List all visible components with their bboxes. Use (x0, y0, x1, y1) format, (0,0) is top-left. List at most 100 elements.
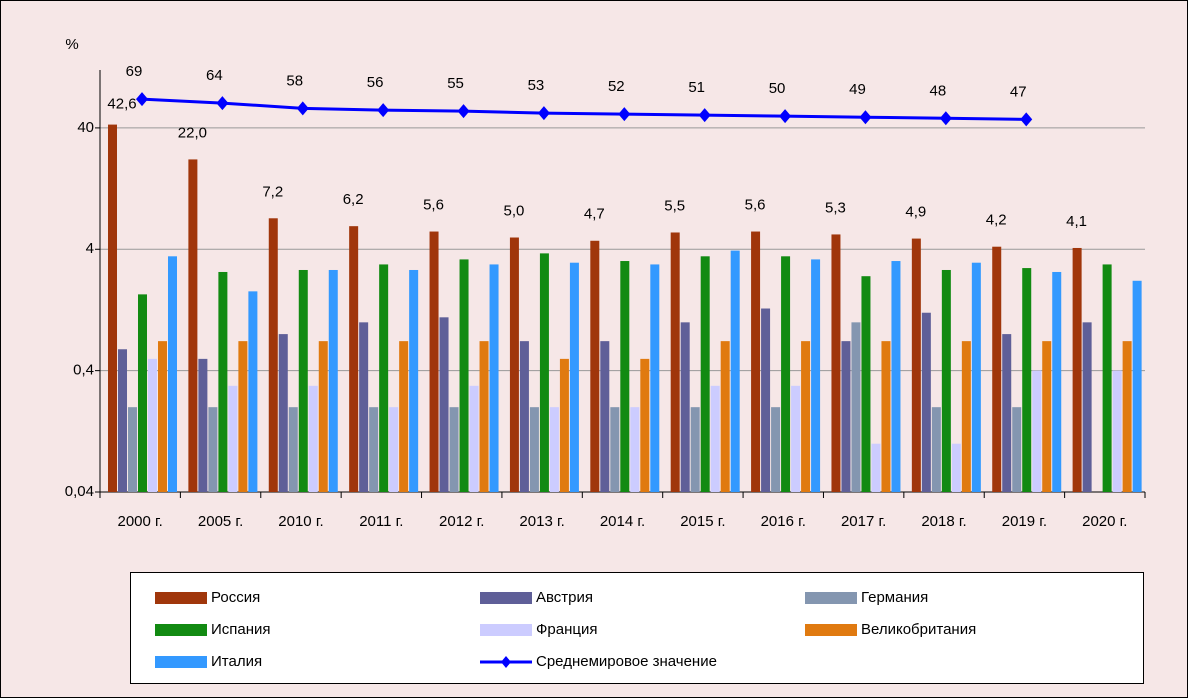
data-label: 58 (286, 72, 303, 89)
bar (771, 407, 781, 492)
bar (1102, 264, 1112, 492)
bar (228, 385, 238, 492)
bar (620, 261, 630, 492)
line-marker (136, 92, 148, 107)
data-label: 64 (206, 67, 223, 84)
line (141, 97, 1027, 121)
data-label: 50 (769, 80, 786, 97)
legend-label: Италия (211, 653, 262, 670)
data-label: 4,2 (986, 212, 1007, 229)
bar (811, 259, 821, 492)
data-label: 5,6 (423, 197, 444, 214)
x-tick-label: 2015 г. (680, 513, 725, 530)
bar (881, 341, 891, 492)
bar (379, 264, 389, 492)
legend-swatch (805, 592, 857, 604)
bar (549, 407, 559, 492)
legend-label: Великобритания (861, 621, 976, 638)
data-label: 42,6 (107, 96, 136, 113)
data-label: 5,6 (745, 197, 766, 214)
bar (1082, 322, 1092, 492)
bar (710, 385, 720, 492)
bar (108, 124, 117, 493)
bar (399, 341, 409, 492)
bar (670, 232, 680, 492)
x-tick-label: 2010 г. (278, 513, 323, 530)
bar (700, 256, 710, 492)
bar (941, 269, 951, 492)
bar (640, 358, 650, 492)
line-marker (698, 108, 711, 123)
bar (389, 407, 399, 492)
bar (489, 264, 499, 492)
y-tick-label: 0,04 (65, 483, 94, 500)
bar (1122, 341, 1132, 492)
line-marker (859, 110, 872, 125)
bar (961, 341, 971, 492)
y-tick-label: 40 (77, 119, 94, 136)
legend-swatch (480, 624, 532, 636)
bar (509, 237, 519, 492)
bar (851, 322, 861, 492)
x-tick-label: 2000 г. (118, 513, 163, 530)
line-marker (618, 107, 631, 122)
bar (208, 407, 218, 492)
x-tick-label: 2013 г. (519, 513, 564, 530)
bar (308, 385, 318, 492)
bar (871, 443, 881, 492)
bar (449, 407, 459, 492)
x-tick-label: 2019 г. (1002, 513, 1047, 530)
legend-swatch (501, 656, 511, 668)
legend-label: Россия (211, 589, 260, 606)
bar (931, 407, 941, 492)
bar (288, 407, 298, 492)
bar (861, 276, 871, 492)
line-marker (1020, 112, 1033, 127)
bar (218, 271, 228, 492)
bar (801, 341, 811, 492)
bar (1032, 370, 1042, 492)
bar (630, 407, 640, 492)
bar (1002, 334, 1012, 492)
bar (519, 341, 529, 492)
bar (158, 341, 167, 492)
data-label: 5,3 (825, 199, 846, 216)
bar (469, 385, 479, 492)
bar (318, 341, 328, 492)
bar (168, 256, 177, 492)
bar (680, 322, 690, 492)
x-tick-label: 2018 г. (921, 513, 966, 530)
x-tick-label: 2005 г. (198, 513, 243, 530)
legend-swatch (155, 656, 207, 668)
bar (992, 246, 1002, 492)
bar (730, 250, 740, 492)
data-label: 48 (930, 82, 947, 99)
bar (248, 291, 258, 492)
data-label: 22,0 (178, 124, 207, 141)
bar (720, 341, 730, 492)
data-label: 6,2 (343, 191, 364, 208)
data-label: 4,9 (905, 204, 926, 221)
bar (278, 334, 288, 492)
legend-label: Испания (211, 621, 271, 638)
data-label: 69 (126, 63, 143, 80)
bar (951, 443, 961, 492)
data-label: 5,0 (503, 202, 524, 219)
legend-swatch (155, 624, 207, 636)
bar (328, 269, 338, 492)
bar (971, 262, 981, 492)
bar (268, 218, 278, 493)
x-tick-label: 2017 г. (841, 513, 886, 530)
bar (539, 253, 549, 492)
bar (590, 240, 600, 492)
data-label: 52 (608, 78, 625, 95)
legend-swatch (805, 624, 857, 636)
bar (359, 322, 369, 492)
data-label: 53 (528, 77, 545, 94)
bar (650, 264, 660, 492)
data-label: 51 (688, 79, 705, 96)
bar (791, 385, 801, 492)
bar (911, 238, 921, 492)
legend-swatch (480, 592, 532, 604)
bar (569, 262, 579, 492)
